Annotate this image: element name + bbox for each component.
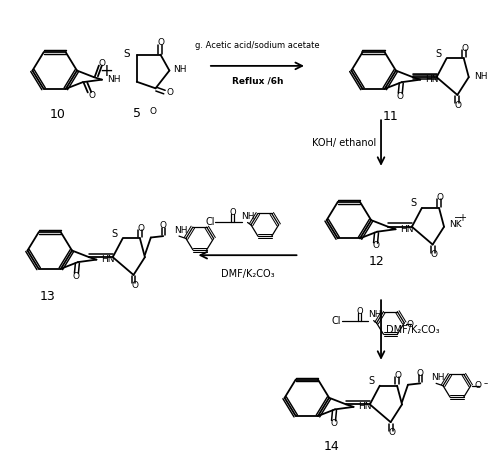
Text: Cl: Cl bbox=[206, 218, 216, 228]
Text: NK: NK bbox=[449, 220, 462, 229]
Text: O: O bbox=[462, 44, 468, 53]
Text: KOH/ ethanol: KOH/ ethanol bbox=[312, 138, 376, 148]
Text: S: S bbox=[123, 49, 130, 59]
Text: O: O bbox=[160, 221, 166, 230]
Text: O: O bbox=[397, 92, 404, 101]
Text: S: S bbox=[410, 198, 417, 209]
Text: O: O bbox=[436, 193, 444, 202]
Text: NH: NH bbox=[368, 310, 381, 319]
Text: Cl: Cl bbox=[332, 315, 342, 325]
Text: O: O bbox=[98, 59, 105, 68]
Text: NH: NH bbox=[174, 65, 187, 74]
Text: O: O bbox=[73, 272, 80, 280]
Text: NH: NH bbox=[431, 373, 444, 382]
Text: S: S bbox=[112, 229, 117, 239]
Text: HN: HN bbox=[400, 225, 414, 234]
Text: 5: 5 bbox=[133, 107, 141, 120]
Text: 14: 14 bbox=[324, 440, 340, 453]
Text: S: S bbox=[436, 49, 442, 59]
Text: –: – bbox=[484, 379, 488, 388]
Text: O: O bbox=[150, 107, 156, 116]
Text: g. Acetic acid/sodium acetate: g. Acetic acid/sodium acetate bbox=[195, 41, 320, 50]
Text: O: O bbox=[230, 208, 236, 217]
Text: NH: NH bbox=[174, 226, 188, 235]
Text: O: O bbox=[417, 368, 424, 377]
Text: O: O bbox=[388, 428, 395, 437]
Text: HN: HN bbox=[102, 255, 115, 264]
Text: +: + bbox=[100, 61, 114, 79]
Text: DMF/K₂CO₃: DMF/K₂CO₃ bbox=[386, 325, 440, 335]
Text: O: O bbox=[88, 91, 95, 100]
Text: NH: NH bbox=[107, 75, 120, 84]
Text: HN: HN bbox=[425, 75, 438, 84]
Text: +: + bbox=[458, 213, 466, 223]
Text: O: O bbox=[158, 38, 165, 47]
Text: O: O bbox=[372, 241, 379, 250]
Text: Reflux /6h: Reflux /6h bbox=[232, 76, 283, 85]
Text: NH: NH bbox=[242, 212, 255, 221]
Text: 13: 13 bbox=[40, 290, 55, 303]
Text: 11: 11 bbox=[383, 110, 399, 123]
Text: O: O bbox=[430, 250, 437, 259]
Text: O: O bbox=[166, 88, 173, 97]
Text: O: O bbox=[356, 307, 363, 316]
Text: 10: 10 bbox=[49, 108, 65, 121]
Text: O: O bbox=[138, 224, 144, 233]
Text: −: − bbox=[454, 213, 462, 223]
Text: 12: 12 bbox=[368, 255, 384, 268]
Text: O: O bbox=[406, 320, 414, 329]
Text: S: S bbox=[368, 376, 375, 386]
Text: O: O bbox=[330, 419, 337, 428]
Text: DMF/K₂CO₃: DMF/K₂CO₃ bbox=[220, 269, 274, 279]
Text: O: O bbox=[474, 381, 482, 390]
Text: O: O bbox=[131, 280, 138, 289]
Text: O: O bbox=[394, 371, 402, 380]
Text: O: O bbox=[455, 101, 462, 110]
Text: NH: NH bbox=[474, 72, 487, 81]
Text: HN: HN bbox=[358, 403, 372, 412]
